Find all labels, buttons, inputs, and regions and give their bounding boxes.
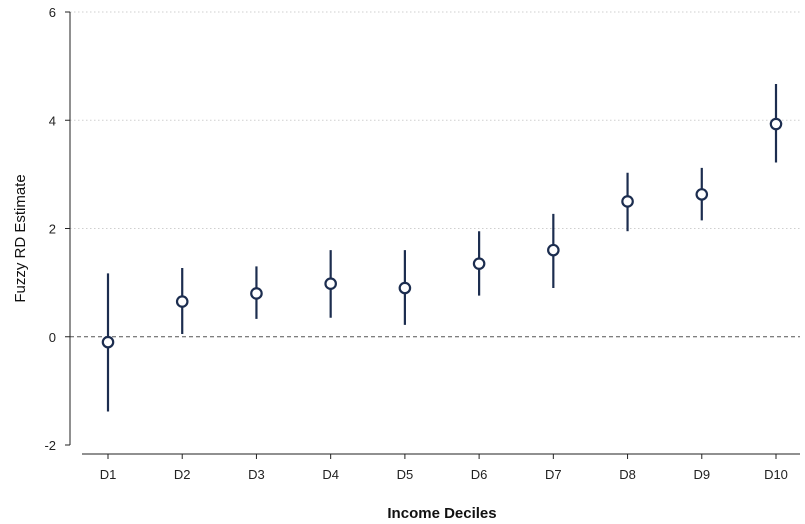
x-tick-label: D5 — [397, 467, 414, 482]
point-estimate-marker — [175, 295, 189, 308]
point-estimate-marker — [621, 195, 634, 208]
point-estimate-marker — [398, 281, 412, 295]
point-markers — [101, 117, 783, 349]
y-tick-label: -2 — [44, 438, 56, 453]
y-tick-label: 4 — [49, 113, 56, 128]
point-estimate-marker — [695, 188, 709, 201]
x-tick-label: D4 — [322, 467, 339, 482]
x-tick-label: D1 — [100, 467, 117, 482]
y-ticks: -2 0 2 4 6 — [44, 5, 70, 453]
gridlines — [70, 11, 800, 229]
y-tick-label: 2 — [49, 222, 56, 237]
point-estimate-marker — [324, 277, 337, 291]
x-tick-label: D6 — [471, 467, 488, 482]
x-tick-label: D2 — [174, 467, 191, 482]
point-estimate-marker — [547, 243, 560, 257]
x-tick-label: D7 — [545, 467, 562, 482]
point-estimate-marker — [101, 335, 115, 349]
x-tick-label: D9 — [693, 467, 710, 482]
x-tick-label: D8 — [619, 467, 636, 482]
y-tick-label: 6 — [49, 5, 56, 20]
point-estimate-marker — [769, 117, 783, 131]
x-axis-title: Income Deciles — [387, 505, 496, 522]
point-estimate-marker — [250, 287, 263, 300]
y-axis-title: Fuzzy RD Estimate — [12, 174, 29, 302]
y-tick-label: 0 — [49, 330, 56, 345]
x-ticks: D1 D2 D3 D4 D5 D6 D7 D8 D9 D10 — [100, 454, 788, 482]
x-tick-label: D3 — [248, 467, 265, 482]
error-bars — [106, 83, 778, 412]
point-estimate-marker — [472, 257, 486, 270]
x-tick-label: D10 — [764, 467, 788, 482]
